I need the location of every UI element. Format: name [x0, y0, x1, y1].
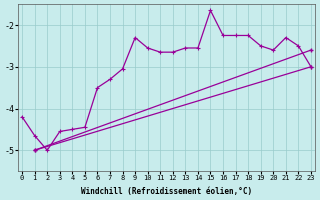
X-axis label: Windchill (Refroidissement éolien,°C): Windchill (Refroidissement éolien,°C) — [81, 187, 252, 196]
